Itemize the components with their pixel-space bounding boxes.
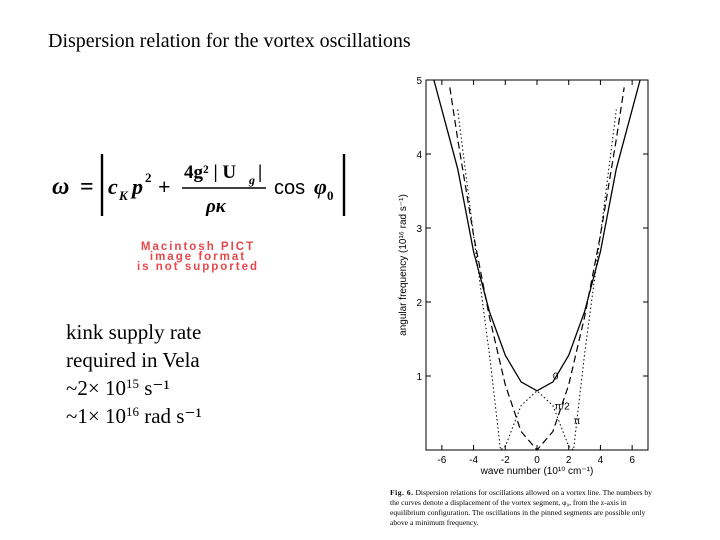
note3-unit: s⁻¹ <box>138 376 170 400</box>
formula-phi-sub: 0 <box>327 188 334 203</box>
note4-unit: rad s⁻¹ <box>138 404 202 428</box>
formula-plus: + <box>158 174 171 199</box>
y-tick-label: 3 <box>416 224 422 235</box>
y-tick-label: 5 <box>416 76 422 87</box>
x-tick-label: -4 <box>469 455 478 466</box>
curve-annotation-2: π <box>573 416 580 427</box>
slide-title: Dispersion relation for the vortex oscil… <box>48 30 411 52</box>
formula-num-sub: g <box>248 173 255 187</box>
formula-denominator: ρκ <box>205 196 227 217</box>
formula-p: p <box>130 174 143 199</box>
y-tick-label: 4 <box>416 150 422 161</box>
pict-line-3: is not supported <box>136 261 260 273</box>
formula-c: c <box>108 174 118 199</box>
x-tick-label: -6 <box>437 455 446 466</box>
note3-base: ~2× 10 <box>66 376 126 400</box>
curve-annotation-1: π/2 <box>554 401 570 412</box>
dispersion-formula: ω = c K p 2 + 4g² | U g | ρκ cos φ 0 <box>52 154 346 217</box>
x-tick-label: 2 <box>566 455 572 466</box>
note-line-4: ~1× 1016 rad s⁻¹ <box>66 402 202 430</box>
x-tick-label: -2 <box>501 455 510 466</box>
pict-line-1: Macintosh PICT <box>140 241 256 253</box>
dispersion-chart: -6 -4 -2 0 2 4 6 1 2 3 4 5 0 π/2π wave number (10¹⁰… <box>398 76 649 477</box>
note4-base: ~1× 10 <box>66 404 126 428</box>
formula-numerator: 4g² | U <box>184 162 236 183</box>
x-tick-label: 4 <box>598 455 604 466</box>
kink-rate-notes: kink supply rate required in Vela ~2× 10… <box>66 318 202 430</box>
caption-text: Dispersion relations for oscillations al… <box>390 488 652 527</box>
formula-c-sub: K <box>118 188 129 203</box>
formula-omega: ω <box>52 174 69 200</box>
pict-line-2: image format <box>149 251 247 263</box>
formula-phi: φ <box>314 174 327 199</box>
note3-exp: 15 <box>125 376 139 391</box>
x-tick-label: 0 <box>534 455 540 466</box>
caption-label: Fig. 6. <box>390 488 414 497</box>
note4-exp: 16 <box>125 404 139 419</box>
y-axis-label: angular frequency (10¹⁶ rad s⁻¹) <box>398 194 409 336</box>
plot-frame <box>425 79 649 451</box>
figure-caption: Fig. 6. Dispersion relations for oscilla… <box>390 488 662 528</box>
pict-placeholder: Macintosh PICT image format is not suppo… <box>78 241 318 273</box>
formula-p-exp: 2 <box>145 170 152 185</box>
note-line-3: ~2× 1015 s⁻¹ <box>66 374 202 402</box>
series-line-1 <box>449 87 625 451</box>
x-axis-label: wave number (10¹⁰ cm⁻¹) <box>480 466 594 477</box>
series-line-0 <box>433 79 641 392</box>
curve-annotation-0: 0 <box>553 372 559 383</box>
formula-cos: cos <box>274 177 305 199</box>
formula-num-bar: | <box>258 162 262 183</box>
y-tick-label: 2 <box>416 298 422 309</box>
y-tick-label: 1 <box>416 372 422 383</box>
x-tick-label: 6 <box>629 455 635 466</box>
formula-equals: = <box>80 174 94 200</box>
note-line-1: kink supply rate <box>66 320 202 344</box>
note-line-2: required in Vela <box>66 348 200 372</box>
